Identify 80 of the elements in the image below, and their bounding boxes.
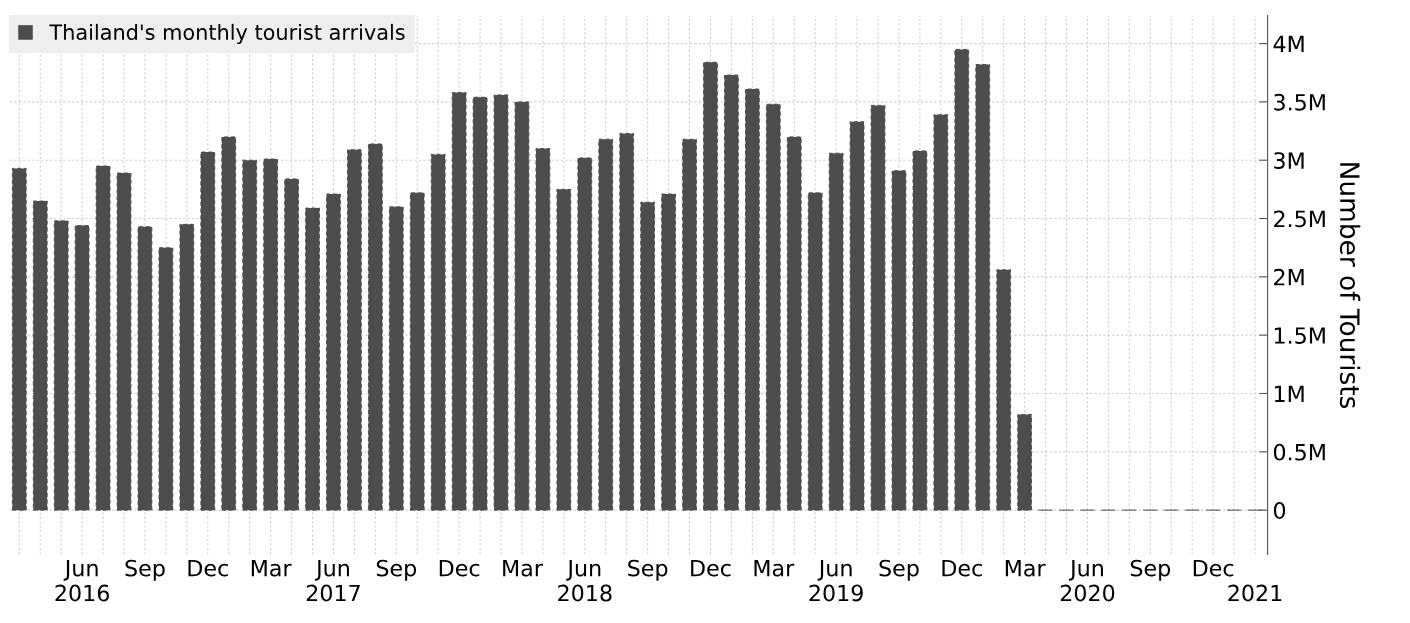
bar (430, 153, 446, 511)
bar (828, 152, 844, 511)
x-tick-label: Mar (754, 560, 795, 577)
legend-label: Thailand's monthly tourist arrivals (49, 23, 405, 45)
y-tick-label: 2.5M (1274, 210, 1325, 228)
bar (598, 138, 614, 511)
x-tick-label: Dec (942, 560, 982, 577)
bar (137, 226, 153, 511)
bar (556, 188, 572, 511)
y-axis-title: Number of Tourists (1339, 163, 1361, 409)
bar (682, 138, 697, 511)
bar (891, 170, 907, 511)
bar (493, 94, 509, 511)
x-tick-label: Jun 2016 (55, 560, 110, 602)
x-tick-label: Jun 2019 (809, 560, 863, 602)
x-tick-label: Sep (879, 559, 919, 581)
bar (975, 64, 991, 511)
x-tick-label: Mar (1005, 560, 1046, 577)
bar (744, 88, 760, 511)
bar (954, 48, 970, 511)
bar (451, 92, 467, 511)
bar (577, 157, 593, 511)
bar (1017, 414, 1033, 511)
x-tick-label: Sep (628, 559, 668, 581)
bar (849, 121, 865, 511)
y-tick-label: 0 (1273, 502, 1286, 519)
x-tick-label: Mar (503, 560, 543, 577)
x-tick-label: Sep (125, 559, 165, 581)
bar (284, 178, 299, 511)
bar (221, 136, 237, 511)
bar (53, 220, 69, 511)
y-tick-label: 1.5M (1274, 327, 1325, 344)
y-tick-label: 0.5M (1273, 443, 1325, 461)
bar (158, 247, 174, 511)
bar (95, 165, 111, 511)
x-tick-label: Dec (188, 560, 228, 577)
x-tick-label: Jun 2018 (558, 560, 612, 602)
x-tick-label: Dec (1193, 560, 1234, 577)
bar (179, 223, 195, 511)
bar (409, 192, 425, 511)
bar (807, 192, 823, 511)
bar (74, 225, 90, 511)
x-tick-label: Dec (691, 560, 731, 577)
y-tick-label: 3M (1274, 152, 1304, 169)
bar (912, 150, 928, 511)
y-tick-label: 3.5M (1274, 93, 1325, 111)
bar (388, 206, 404, 511)
bar (116, 172, 132, 511)
bar (661, 193, 676, 511)
x-tick-label: Jun 2020 (1060, 560, 1115, 602)
bar (870, 104, 886, 511)
y-tick-label: 4M (1273, 35, 1304, 53)
bar (996, 269, 1012, 511)
bar (724, 74, 739, 511)
x-tick-label: Mar (251, 560, 292, 577)
bar (765, 103, 781, 511)
bar (242, 159, 258, 511)
bar (326, 193, 341, 511)
bar (263, 158, 279, 511)
bar (640, 201, 656, 511)
bar (514, 101, 530, 511)
bar (347, 149, 362, 511)
x-tick-label: Sep (1130, 559, 1171, 581)
bar (305, 207, 320, 511)
x-tick-label: 2021 (1228, 584, 1282, 602)
bar (786, 136, 802, 511)
x-tick-label: Dec (439, 560, 480, 577)
bar (703, 61, 718, 511)
bar (367, 143, 383, 511)
bar (535, 148, 551, 511)
bar (933, 114, 949, 511)
bar (472, 96, 488, 511)
bar (32, 200, 48, 511)
bar (619, 132, 635, 511)
bar (11, 167, 27, 511)
y-tick-label: 1M (1274, 385, 1304, 402)
y-tick-label: 2M (1274, 268, 1304, 286)
x-tick-label: Jun 2017 (306, 560, 360, 602)
x-tick-label: Sep (376, 559, 417, 581)
bar (200, 151, 216, 511)
